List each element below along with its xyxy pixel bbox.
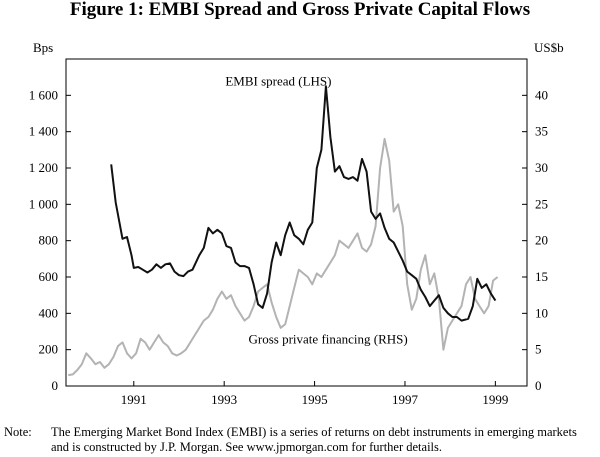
right-tick-label: 0 xyxy=(535,378,542,393)
left-tick-label: 200 xyxy=(39,342,59,357)
plot-frame xyxy=(65,58,528,387)
left-tick-label: 1 200 xyxy=(29,160,58,175)
left-tick-label: 1 400 xyxy=(29,124,58,139)
x-tick-label: 1991 xyxy=(121,392,147,407)
gross-private-financing-annotation: Gross private financing (RHS) xyxy=(249,331,408,346)
left-tick-label: 0 xyxy=(52,378,59,393)
note-label: Note: xyxy=(4,425,32,439)
embi-spread-line xyxy=(110,85,497,322)
x-tick-label: 1999 xyxy=(482,392,508,407)
right-tick-label: 35 xyxy=(535,124,548,139)
left-tick-label: 400 xyxy=(39,305,59,320)
right-tick-label: 25 xyxy=(535,196,548,211)
chart-title: Figure 1: EMBI Spread and Gross Private … xyxy=(69,0,531,20)
left-axis-unit: Bps xyxy=(33,40,53,55)
right-axis-unit: US$b xyxy=(534,40,564,55)
right-tick-label: 5 xyxy=(535,342,542,357)
gross-private-financing-line xyxy=(68,137,499,377)
right-tick-label: 15 xyxy=(535,269,548,284)
note-text: The Emerging Market Bond Index (EMBI) is… xyxy=(51,425,577,454)
right-tick-label: 20 xyxy=(535,233,548,248)
embi-spread-annotation: EMBI spread (LHS) xyxy=(225,73,331,88)
right-tick-label: 30 xyxy=(535,160,548,175)
left-tick-label: 1 600 xyxy=(29,87,58,102)
right-tick-label: 40 xyxy=(535,87,548,102)
x-tick-label: 1993 xyxy=(211,392,237,407)
x-tick-label: 1995 xyxy=(302,392,328,407)
left-tick-label: 1 000 xyxy=(29,196,58,211)
right-tick-label: 10 xyxy=(535,305,548,320)
left-tick-label: 600 xyxy=(39,269,59,284)
x-tick-label: 1997 xyxy=(392,392,419,407)
left-tick-label: 800 xyxy=(39,233,59,248)
